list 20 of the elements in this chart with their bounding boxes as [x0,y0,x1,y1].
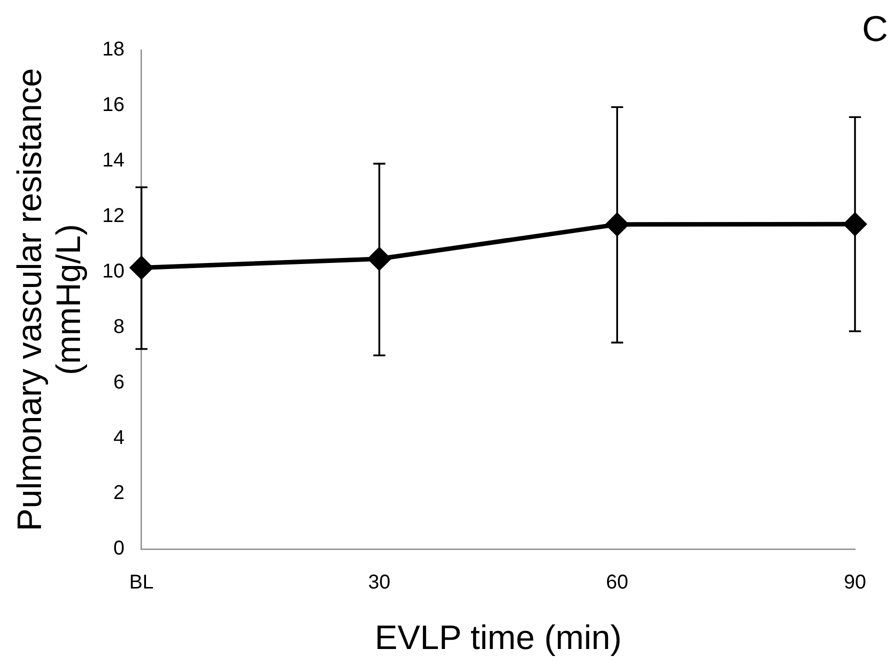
y-tick-label: 0 [113,538,124,560]
y-tick-label: 8 [113,316,124,338]
point [844,212,866,236]
y-tick-label: 10 [102,260,124,282]
y-tick-label: 6 [113,371,124,394]
y-axis-title: Pulmonary vascular resistance (mmHg/L) [10,68,88,532]
x-tick-label: 60 [606,572,628,594]
x-axis-title: EVLP time (min) [374,618,622,657]
x-tick-label: 30 [368,572,390,594]
x-tick-label: BL [129,572,154,594]
y-tick-label: 2 [113,482,124,504]
y-tick-label: 14 [102,149,124,172]
y-tick-label: 16 [102,94,124,116]
x-tick-label: 90 [844,572,866,594]
point [606,213,628,236]
y-tick-label: 18 [102,38,124,61]
y-tick-label: 4 [113,426,124,449]
text: C [862,8,888,50]
y-tick-label: 12 [102,204,124,227]
point [368,248,391,270]
